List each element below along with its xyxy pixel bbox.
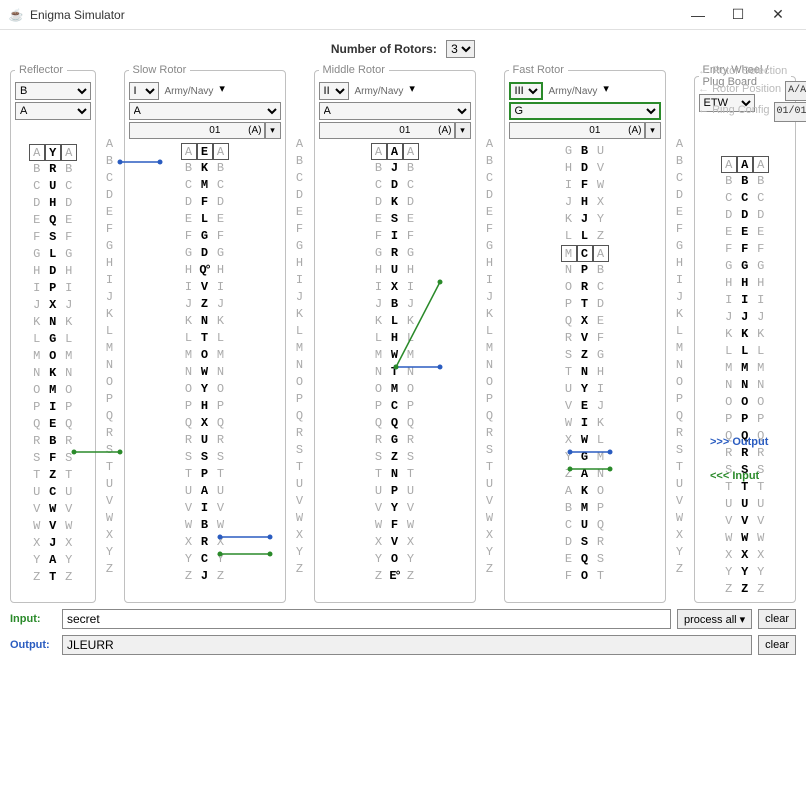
fast-subtype: Army/Navy [545,82,602,100]
reflector-right-col: ABCDEFGHIJKLMNOPQRSTUVWXYZ [102,136,118,603]
fast-ring-select[interactable] [509,122,645,139]
label-rotor-selection: Rotor Selection [712,65,787,77]
fast-pos-select[interactable]: G [509,102,661,120]
slow-rotor-panel: Slow Rotor IArmy/Navy▾ A ▾ AEABKBCMCDFDE… [124,64,286,603]
slow-pos-select[interactable]: A [129,102,281,120]
middle-rotor-select[interactable]: II [319,82,349,100]
clear-input-button[interactable]: clear [758,609,796,629]
input-marker: <<< Input [710,470,759,482]
middle-rotor-dd[interactable]: ▾ [409,82,415,100]
reflector-panel: Reflector B A AYABRBCUCDHDEQEFSFGLGHDHIP… [10,64,96,603]
entry-panel: Entry Wheel / Plug Board ETW AAABBBCCCDD… [694,64,796,603]
fast-wiring: GBUHDVIFWJHXKJYLLZMCANPBORCPTDQXERVFSZGT… [509,143,661,585]
middle-legend: Middle Rotor [319,64,389,76]
slow-right-col: ABCDEFGHIJKLMNOPQRSTUVWXYZ [292,136,308,603]
close-button[interactable]: ✕ [758,6,798,23]
minimize-button[interactable]: — [678,7,718,23]
maximize-button[interactable]: ☐ [718,6,758,23]
side-labels: ← Rotor Selection ← Rotor PositionA/A/A.… [698,62,806,122]
reflector-legend: Reflector [15,64,67,76]
fast-legend: Fast Rotor [509,64,568,76]
reflector-type-select[interactable]: B [15,82,91,100]
fast-right-col: ABCDEFGHIJKLMNOPQRSTUVWXYZ [672,136,688,603]
slow-ring-dd[interactable]: ▾ [265,122,281,139]
reflector-pos-select[interactable]: A [15,102,91,120]
output-label: Output: [10,639,56,651]
slow-ring-select[interactable] [129,122,265,139]
output-field [62,635,752,655]
slow-wiring: AEABKBCMCDFDELEFGFGDGHQ°HIVIJZJKNKLTLMOM… [129,143,281,585]
middle-subtype: Army/Navy [351,82,408,100]
clear-output-button[interactable]: clear [758,635,796,655]
entry-wiring: AAABBBCCCDDDEEEFFFGGGHHHIIIJJJKKKLLLMMMN… [699,156,791,598]
middle-ring-dd[interactable]: ▾ [455,122,471,139]
fast-rotor-panel: Fast Rotor IIIArmy/Navy▾ G ▾ GBUHDVIFWJH… [504,64,666,603]
middle-pos-select[interactable]: A [319,102,471,120]
num-rotors-select[interactable]: 3 [446,40,475,58]
val-rotor-position: A/A/A.. [785,81,806,101]
label-rotor-position: Rotor Position [712,83,781,95]
slow-subtype: Army/Navy [161,82,218,100]
middle-rotor-panel: Middle Rotor IIArmy/Navy▾ A ▾ AAABJBCDCD… [314,64,476,603]
middle-wiring: AAABJBCDCDKDESEFIFGRGHUHIXIJBJKLKLHLMWMN… [319,143,471,585]
num-rotors-label: Number of Rotors: [331,42,437,56]
process-all-button[interactable]: process all ▾ [677,609,752,629]
fast-rotor-select[interactable]: III [509,82,543,100]
slow-rotor-dd[interactable]: ▾ [219,82,225,100]
fast-rotor-dd[interactable]: ▾ [603,82,609,100]
slow-rotor-select[interactable]: I [129,82,159,100]
input-label: Input: [10,613,56,625]
fast-ring-dd[interactable]: ▾ [645,122,661,139]
label-ring-config: Ring Config [712,104,769,116]
slow-legend: Slow Rotor [129,64,191,76]
window-title: Enigma Simulator [30,8,678,22]
middle-right-col: ABCDEFGHIJKLMNOPQRSTUVWXYZ [482,136,498,603]
val-ring-config: 01/01.. [774,102,806,122]
input-field[interactable] [62,609,671,629]
output-marker: >>> Output [710,436,768,448]
reflector-wiring: AYABRBCUCDHDEQEFSFGLGHDHIPIJXJKNKLGLMOMN… [15,144,91,586]
middle-ring-select[interactable] [319,122,455,139]
java-icon: ☕ [8,7,24,23]
titlebar: ☕ Enigma Simulator — ☐ ✕ [0,0,806,30]
num-rotors-row: Number of Rotors: 3 [10,40,796,58]
